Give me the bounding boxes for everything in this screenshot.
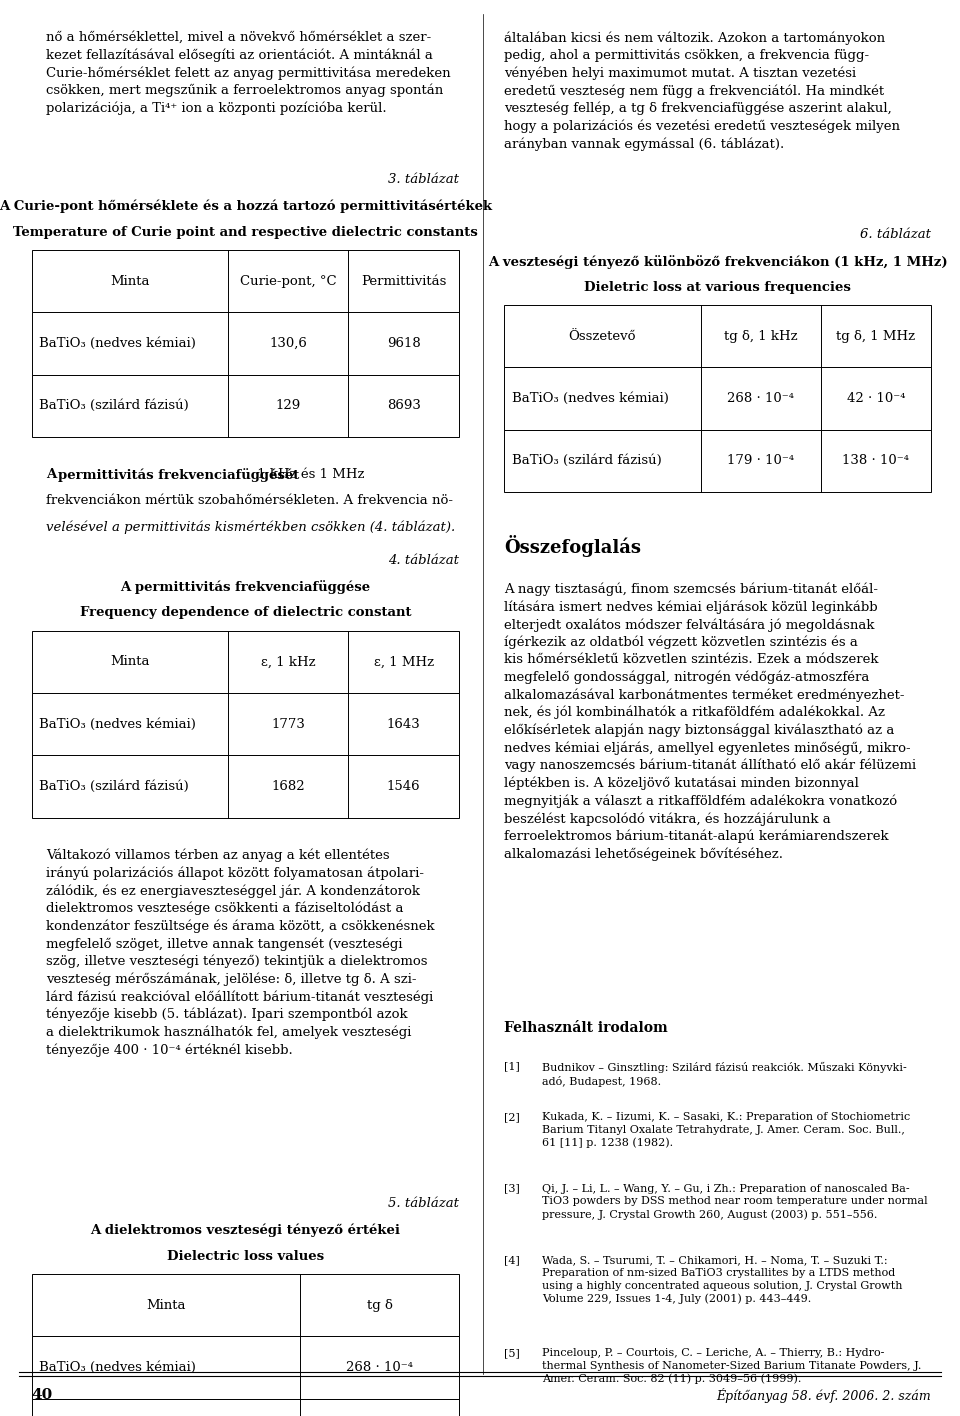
Text: 8693: 8693 xyxy=(387,399,420,412)
Text: 268 · 10⁻⁴: 268 · 10⁻⁴ xyxy=(728,392,794,405)
Bar xyxy=(32,1274,459,1337)
Text: frekvenciákon mértük szobahőmérsékleten. A frekvencia nö-: frekvenciákon mértük szobahőmérsékleten.… xyxy=(46,494,453,507)
Text: 129: 129 xyxy=(276,399,301,412)
Bar xyxy=(32,313,459,375)
Text: BaTiO₃ (nedves kémiai): BaTiO₃ (nedves kémiai) xyxy=(39,718,196,731)
Text: 179 · 10⁻⁴: 179 · 10⁻⁴ xyxy=(728,455,794,467)
Text: 130,6: 130,6 xyxy=(270,337,307,350)
Bar xyxy=(32,692,459,755)
Text: Összetevő: Összetevő xyxy=(568,330,636,343)
Bar xyxy=(504,429,931,491)
Text: A dielektromos veszteségi tényező értékei: A dielektromos veszteségi tényező értéke… xyxy=(90,1223,400,1238)
Bar xyxy=(32,1337,459,1399)
Text: permittivitás frekvenciafüggését: permittivitás frekvenciafüggését xyxy=(58,469,299,481)
Text: Minta: Minta xyxy=(146,1298,186,1311)
Bar xyxy=(504,304,931,367)
Text: tg δ, 1 kHz: tg δ, 1 kHz xyxy=(724,330,798,343)
Text: 42 · 10⁻⁴: 42 · 10⁻⁴ xyxy=(847,392,905,405)
Text: tg δ: tg δ xyxy=(367,1298,393,1311)
Text: Temperature of Curie point and respective dielectric constants: Temperature of Curie point and respectiv… xyxy=(12,225,478,239)
Text: [5]: [5] xyxy=(504,1348,520,1358)
Text: 1773: 1773 xyxy=(272,718,305,731)
Text: 1546: 1546 xyxy=(387,780,420,793)
Text: [1]: [1] xyxy=(504,1062,520,1072)
Text: Pinceloup, P. – Courtois, C. – Leriche, A. – Thierry, B.: Hydro-
thermal Synthes: Pinceloup, P. – Courtois, C. – Leriche, … xyxy=(542,1348,922,1385)
Text: 9618: 9618 xyxy=(387,337,420,350)
Text: [3]: [3] xyxy=(504,1184,520,1194)
Text: ε, 1 kHz: ε, 1 kHz xyxy=(261,656,316,668)
Text: 1643: 1643 xyxy=(387,718,420,731)
Text: Dieletric loss at various frequencies: Dieletric loss at various frequencies xyxy=(585,280,851,295)
Bar xyxy=(32,630,459,692)
Text: Minta: Minta xyxy=(110,656,150,668)
Text: [2]: [2] xyxy=(504,1112,520,1121)
Text: Váltakozó villamos térben az anyag a két ellentétes
irányú polarizációs állapot : Váltakozó villamos térben az anyag a két… xyxy=(46,848,435,1056)
Text: nő a hőmérséklettel, mivel a növekvő hőmérséklet a szer-
kezet fellazításával el: nő a hőmérséklettel, mivel a növekvő hőm… xyxy=(46,31,450,115)
Text: Minta: Minta xyxy=(110,275,150,287)
Text: A: A xyxy=(46,469,60,481)
Text: 40: 40 xyxy=(32,1388,53,1402)
Bar xyxy=(32,251,459,313)
Text: 268 · 10⁻⁴: 268 · 10⁻⁴ xyxy=(347,1361,413,1374)
Text: Kukada, K. – Iizumi, K. – Sasaki, K.: Preparation of Stochiometric
Barium Titany: Kukada, K. – Iizumi, K. – Sasaki, K.: Pr… xyxy=(542,1112,911,1148)
Text: 138 · 10⁻⁴: 138 · 10⁻⁴ xyxy=(843,455,909,467)
Text: 3. táblázat: 3. táblázat xyxy=(388,173,459,187)
Text: Budnikov – Ginsztling: Szilárd fázisú reakciók. Műszaki Könyvki-
adó, Budapest, : Budnikov – Ginsztling: Szilárd fázisú re… xyxy=(542,1062,907,1086)
Text: Curie-pont, °C: Curie-pont, °C xyxy=(240,275,337,287)
Text: 5. táblázat: 5. táblázat xyxy=(388,1198,459,1211)
Text: Dielectric loss values: Dielectric loss values xyxy=(167,1250,324,1263)
Text: általában kicsi és nem változik. Azokon a tartományokon
pedig, ahol a permittivi: általában kicsi és nem változik. Azokon … xyxy=(504,31,900,152)
Bar xyxy=(32,375,459,438)
Text: Összefoglalás: Összefoglalás xyxy=(504,534,641,556)
Text: A veszteségi tényező különböző frekvenciákon (1 kHz, 1 MHz): A veszteségi tényező különböző frekvenci… xyxy=(488,255,948,269)
Text: Permittivitás: Permittivitás xyxy=(361,275,446,287)
Text: BaTiO₃ (nedves kémiai): BaTiO₃ (nedves kémiai) xyxy=(39,1361,196,1374)
Text: [4]: [4] xyxy=(504,1255,520,1266)
Text: A Curie-pont hőmérséklete és a hozzá tartozó permittivitásértékek: A Curie-pont hőmérséklete és a hozzá tar… xyxy=(0,200,492,212)
Text: 6. táblázat: 6. táblázat xyxy=(860,228,931,242)
Text: 1 kHz és 1 MHz: 1 kHz és 1 MHz xyxy=(253,469,365,481)
Text: Qi, J. – Li, L. – Wang, Y. – Gu, i Zh.: Preparation of nanoscaled Ba-
TiO3 powde: Qi, J. – Li, L. – Wang, Y. – Gu, i Zh.: … xyxy=(542,1184,928,1221)
Text: Felhasznált irodalom: Felhasznált irodalom xyxy=(504,1021,668,1035)
Bar xyxy=(32,1399,459,1416)
Text: velésével a permittivitás kismértékben csökken (4. táblázat).: velésével a permittivitás kismértékben c… xyxy=(46,520,455,534)
Text: A permittivitás frekvenciafüggése: A permittivitás frekvenciafüggése xyxy=(120,581,371,595)
Text: Wada, S. – Tsurumi, T. – Chikamori, H. – Noma, T. – Suzuki T.:
Preparation of nm: Wada, S. – Tsurumi, T. – Chikamori, H. –… xyxy=(542,1255,903,1304)
Text: BaTiO₃ (szilárd fázisú): BaTiO₃ (szilárd fázisú) xyxy=(512,455,661,467)
Text: 1682: 1682 xyxy=(272,780,305,793)
Text: Frequency dependence of dielectric constant: Frequency dependence of dielectric const… xyxy=(80,606,411,619)
Text: BaTiO₃ (nedves kémiai): BaTiO₃ (nedves kémiai) xyxy=(512,392,668,405)
Text: ε, 1 MHz: ε, 1 MHz xyxy=(373,656,434,668)
Text: BaTiO₃ (nedves kémiai): BaTiO₃ (nedves kémiai) xyxy=(39,337,196,350)
Text: A nagy tisztaságú, finom szemcsés bárium-titanát előál-
lítására ismert nedves k: A nagy tisztaságú, finom szemcsés bárium… xyxy=(504,582,916,861)
Text: Építőanyag 58. évf. 2006. 2. szám: Építőanyag 58. évf. 2006. 2. szám xyxy=(716,1388,931,1403)
Bar xyxy=(504,367,931,429)
Bar xyxy=(32,755,459,817)
Text: BaTiO₃ (szilárd fázisú): BaTiO₃ (szilárd fázisú) xyxy=(39,780,189,793)
Text: tg δ, 1 MHz: tg δ, 1 MHz xyxy=(836,330,916,343)
Text: 4. táblázat: 4. táblázat xyxy=(388,554,459,566)
Text: BaTiO₃ (szilárd fázisú): BaTiO₃ (szilárd fázisú) xyxy=(39,399,189,412)
